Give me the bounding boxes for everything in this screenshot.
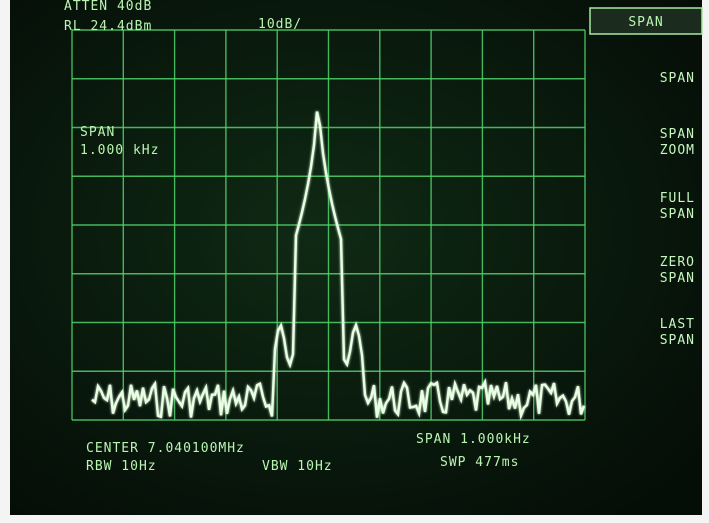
softkey-label[interactable]: LAST bbox=[660, 317, 695, 332]
sweep-label: SWP 477ms bbox=[440, 455, 519, 470]
scale-label: 10dB/ bbox=[258, 17, 302, 32]
softkey-label[interactable]: ZERO bbox=[660, 255, 695, 270]
marker-title: SPAN bbox=[80, 125, 115, 140]
softkey-label[interactable]: SPAN bbox=[660, 333, 695, 348]
softkey-label[interactable]: SPAN bbox=[660, 271, 695, 286]
softkey-label[interactable]: FULL bbox=[660, 191, 695, 206]
vbw-label: VBW 10Hz bbox=[262, 459, 333, 474]
softkey-label[interactable]: SPAN bbox=[660, 71, 695, 86]
span-freq: SPAN 1.000kHz bbox=[416, 432, 531, 447]
softkey-label[interactable]: SPAN bbox=[660, 127, 695, 142]
atten-label: ATTEN 40dB bbox=[64, 0, 152, 14]
ref-level-label: RL 24.4dBm bbox=[64, 19, 152, 34]
active-menu-label: SPAN bbox=[628, 15, 663, 30]
screen-photo: ATTEN 40dB RL 24.4dBm 10dB/ SPAN SPAN 1.… bbox=[0, 0, 709, 523]
marker-value: 1.000 kHz bbox=[80, 143, 159, 158]
crt-screen bbox=[10, 0, 702, 515]
center-freq: CENTER 7.040100MHz bbox=[86, 441, 245, 456]
softkey-label[interactable]: ZOOM bbox=[660, 143, 695, 158]
softkey-label[interactable]: SPAN bbox=[660, 207, 695, 222]
rbw-label: RBW 10Hz bbox=[86, 459, 157, 474]
